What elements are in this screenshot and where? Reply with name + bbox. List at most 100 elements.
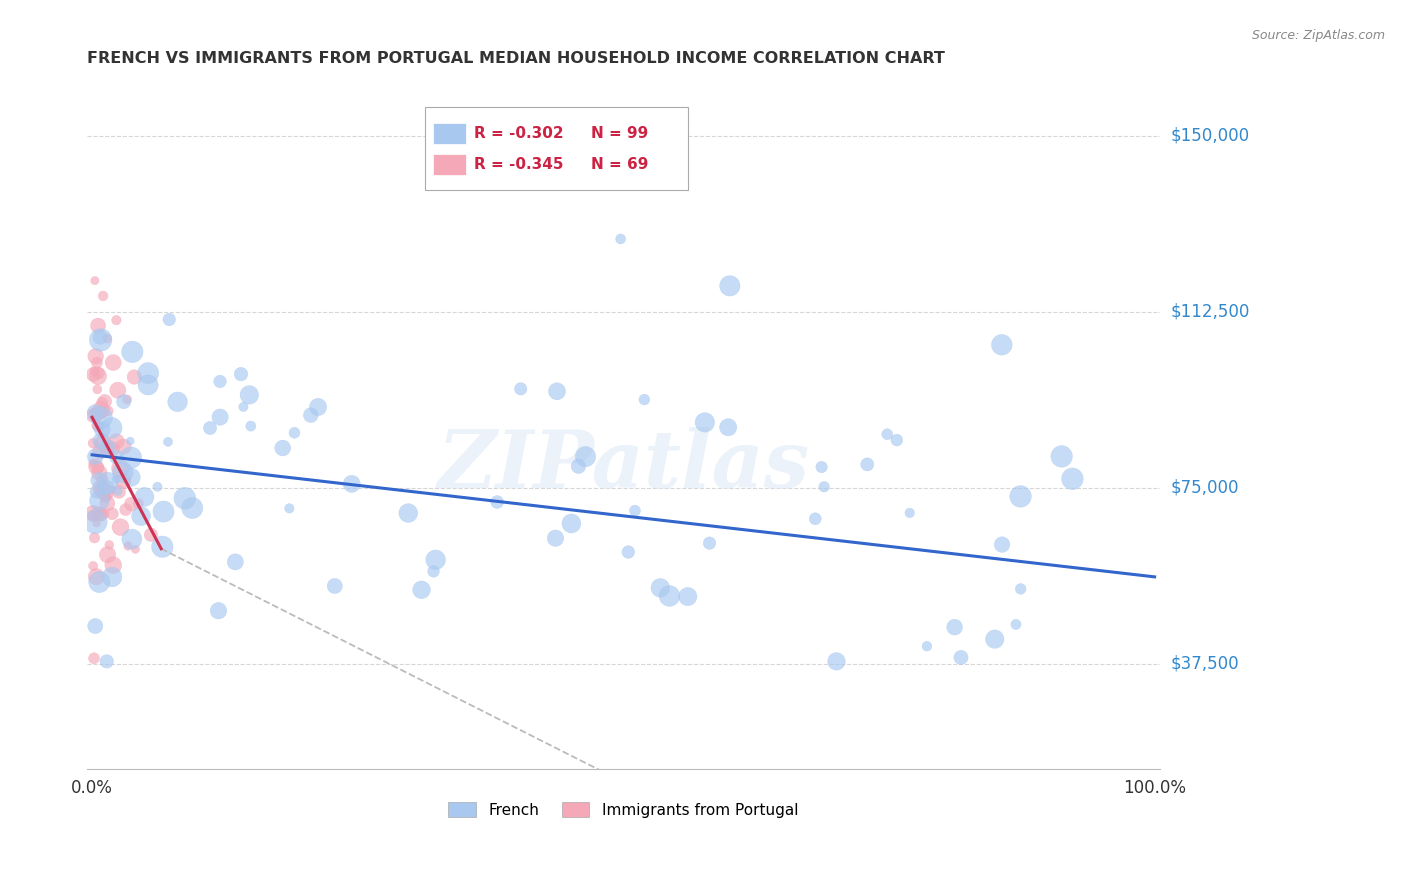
Point bbox=[94, 394, 117, 409]
Point bbox=[207, 604, 229, 618]
Point bbox=[103, 355, 125, 369]
Point bbox=[876, 427, 898, 442]
Point bbox=[91, 396, 114, 410]
Legend: French, Immigrants from Portugal: French, Immigrants from Portugal bbox=[443, 796, 804, 823]
Point bbox=[150, 540, 173, 554]
Text: N = 99: N = 99 bbox=[591, 126, 648, 141]
Text: $75,000: $75,000 bbox=[1171, 479, 1240, 497]
Point bbox=[129, 509, 152, 524]
Point bbox=[181, 501, 204, 516]
Point bbox=[991, 538, 1014, 552]
Point bbox=[112, 394, 135, 409]
Point bbox=[114, 502, 136, 516]
Point bbox=[84, 406, 107, 420]
Point bbox=[107, 383, 129, 397]
Text: $37,500: $37,500 bbox=[1171, 655, 1240, 673]
Point bbox=[486, 495, 509, 509]
Point bbox=[544, 531, 567, 545]
Point bbox=[1050, 450, 1073, 464]
Point bbox=[121, 344, 143, 359]
Point bbox=[699, 536, 721, 550]
Point bbox=[93, 483, 115, 498]
FancyBboxPatch shape bbox=[433, 153, 465, 175]
Point bbox=[422, 564, 444, 578]
Point bbox=[96, 442, 118, 456]
Point bbox=[86, 418, 108, 433]
Point bbox=[89, 444, 111, 458]
Point bbox=[560, 516, 582, 531]
Point bbox=[825, 654, 848, 668]
Point bbox=[110, 520, 132, 534]
Point bbox=[90, 410, 112, 425]
Point bbox=[813, 480, 835, 494]
Point bbox=[198, 421, 221, 435]
Point bbox=[90, 434, 112, 448]
Point bbox=[717, 420, 740, 434]
Point bbox=[87, 318, 110, 333]
Point bbox=[232, 400, 254, 414]
Point bbox=[96, 654, 118, 668]
Point bbox=[134, 490, 156, 504]
Point bbox=[718, 278, 741, 293]
Point bbox=[90, 505, 112, 519]
Point bbox=[101, 483, 124, 497]
Point bbox=[101, 570, 124, 584]
Point bbox=[224, 555, 246, 569]
Point bbox=[84, 569, 107, 583]
Point bbox=[90, 333, 112, 347]
Point bbox=[91, 435, 114, 450]
Point bbox=[105, 434, 128, 449]
Text: $150,000: $150,000 bbox=[1171, 127, 1250, 145]
Text: ZIPatlas: ZIPatlas bbox=[437, 427, 810, 505]
Point bbox=[90, 402, 112, 417]
Point bbox=[173, 491, 195, 506]
Point bbox=[89, 493, 111, 508]
FancyBboxPatch shape bbox=[425, 107, 688, 190]
Point bbox=[83, 274, 105, 288]
Point bbox=[278, 501, 301, 516]
Point bbox=[810, 460, 832, 475]
Point bbox=[90, 508, 112, 523]
Point bbox=[86, 408, 108, 422]
Point bbox=[146, 480, 169, 494]
Point bbox=[82, 509, 104, 524]
Point bbox=[886, 433, 908, 447]
Point bbox=[84, 349, 107, 363]
Point bbox=[984, 632, 1007, 647]
Point bbox=[157, 312, 180, 326]
Point bbox=[87, 460, 110, 475]
Point bbox=[1010, 490, 1032, 504]
Point bbox=[84, 515, 107, 529]
Point bbox=[87, 366, 110, 380]
Point bbox=[108, 484, 131, 499]
Point bbox=[208, 375, 231, 389]
Point bbox=[238, 388, 260, 402]
Point bbox=[82, 559, 104, 574]
Point bbox=[1062, 472, 1084, 486]
Text: N = 69: N = 69 bbox=[591, 157, 648, 172]
Point bbox=[451, 161, 474, 176]
Point bbox=[120, 450, 142, 465]
Point bbox=[98, 538, 121, 552]
Point bbox=[617, 545, 640, 559]
Point bbox=[166, 394, 188, 409]
Point bbox=[91, 289, 114, 303]
Text: $112,500: $112,500 bbox=[1171, 302, 1250, 321]
Point bbox=[101, 507, 124, 521]
Point bbox=[650, 581, 672, 595]
Point bbox=[110, 461, 132, 475]
Point bbox=[120, 497, 142, 511]
Point bbox=[152, 505, 174, 519]
Point bbox=[105, 450, 128, 465]
Point bbox=[121, 532, 143, 546]
Point bbox=[136, 378, 159, 392]
Point bbox=[96, 548, 118, 562]
Point bbox=[89, 330, 111, 344]
Point bbox=[84, 619, 107, 633]
Point bbox=[83, 651, 105, 665]
Point bbox=[209, 410, 232, 425]
Point bbox=[82, 368, 104, 382]
Point bbox=[91, 408, 114, 422]
Point bbox=[340, 476, 363, 491]
Point bbox=[624, 504, 647, 518]
